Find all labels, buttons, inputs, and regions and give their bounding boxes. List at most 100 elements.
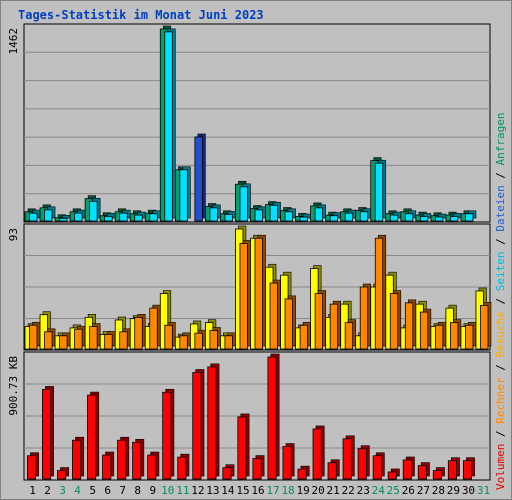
x-tick-label-25: 25 <box>387 484 400 497</box>
bar-dateien-day-24 <box>374 159 387 222</box>
bar-besuche-day-27 <box>419 308 432 350</box>
x-tick-label-30: 30 <box>462 484 475 497</box>
x-tick-label-29: 29 <box>447 484 460 497</box>
chart-legend: Volumen / Rechner / Besuche / Seiten / D… <box>494 112 507 490</box>
bar-besuche-day-4-face <box>74 328 83 350</box>
bar-besuche-day-12 <box>194 329 206 350</box>
bar-dateien-day-12 <box>194 133 206 222</box>
legend-part-10: Anfragen <box>494 112 507 165</box>
bar-kb-day-24-face <box>372 455 382 480</box>
bar-kb-day-9 <box>147 451 160 480</box>
x-tick-label-8: 8 <box>134 484 141 497</box>
bar-kb-day-6 <box>102 451 115 480</box>
bar-besuche-day-5-face <box>89 326 98 350</box>
bar-kb-day-14-face <box>222 467 232 480</box>
legend-part-1: / <box>494 424 507 444</box>
bar-besuche-day-13-face <box>209 330 218 350</box>
bar-besuche-day-16 <box>254 234 266 350</box>
bar-kb-day-3 <box>57 467 70 480</box>
bar-besuche-day-5 <box>89 323 101 350</box>
bar-dateien-day-25-face <box>389 214 399 222</box>
bar-dateien-day-7-face <box>119 212 128 222</box>
bar-besuche-day-7-face <box>119 331 128 350</box>
legend-part-7: / <box>494 232 507 252</box>
bar-besuche-day-10 <box>164 321 176 350</box>
x-tick-label-20: 20 <box>312 484 325 497</box>
x-tick-label-2: 2 <box>44 484 51 497</box>
bar-dateien-day-6-face <box>104 216 113 222</box>
legend-part-9: / <box>494 165 507 185</box>
legend-part-5: / <box>494 291 507 311</box>
bar-besuche-day-29-face <box>450 322 459 350</box>
panel-2: 93 <box>7 223 492 351</box>
bar-dateien-day-4-face <box>74 212 83 222</box>
bar-besuche-day-11-face <box>179 335 188 350</box>
bar-dateien-day-13 <box>209 204 221 222</box>
x-tick-label-23: 23 <box>357 484 370 497</box>
bar-besuche-day-29 <box>450 319 462 350</box>
bar-dateien-day-18 <box>284 208 296 222</box>
x-tick-label-16: 16 <box>251 484 264 497</box>
bar-kb-day-3-face <box>57 470 67 480</box>
bar-dateien-day-9-face <box>149 213 158 222</box>
x-tick-label-7: 7 <box>119 484 126 497</box>
x-axis: 1 2 3 4 5 6 7 8 9 10 11 12 13 14 15 16 17 18 19 20 21 22 23 24 2… <box>29 484 490 497</box>
bar-besuche-day-8-face <box>134 316 143 350</box>
x-tick-label-24: 24 <box>372 484 386 497</box>
bar-besuche-day-26 <box>404 299 417 350</box>
bar-dateien-day-20-face <box>314 207 324 222</box>
bar-kb-day-17-face <box>267 356 277 480</box>
x-tick-label-31: 31 <box>477 484 490 497</box>
bar-dateien-day-21-face <box>329 215 339 222</box>
bar-dateien-day-15 <box>239 183 251 222</box>
bar-besuche-day-24 <box>374 234 387 350</box>
bar-kb-day-5-face <box>87 394 97 480</box>
bar-dateien-day-30 <box>465 210 477 222</box>
bar-seiten-day-10 <box>159 290 172 350</box>
bar-dateien-day-16-face <box>254 209 263 222</box>
bar-kb-day-2-face <box>42 389 52 480</box>
bar-besuche-day-15-face <box>239 243 248 350</box>
bar-dateien-day-3-face <box>59 217 68 222</box>
bar-besuche-day-6-face <box>104 334 113 350</box>
bar-dateien-day-23-face <box>359 211 369 222</box>
bar-dateien-day-26 <box>404 210 417 222</box>
bar-dateien-day-2-face <box>44 209 53 222</box>
bar-kb-day-10-face <box>162 391 172 480</box>
bar-kb-day-29 <box>447 457 460 480</box>
panel-1-frame <box>23 23 491 223</box>
bar-besuche-day-22 <box>344 319 357 350</box>
bar-dateien-day-18-face <box>284 211 293 222</box>
bar-dateien-day-30-face <box>465 213 474 222</box>
bar-kb-day-18-face <box>282 446 292 480</box>
x-tick-label-17: 17 <box>266 484 279 497</box>
bar-kb-day-1 <box>26 452 39 480</box>
bar-besuche-day-1-face <box>29 324 38 350</box>
bar-besuche-day-12-face <box>194 332 203 350</box>
bar-dateien-day-26-face <box>404 213 414 222</box>
x-tick-label-5: 5 <box>89 484 96 497</box>
bar-kb-day-27-face <box>417 465 427 480</box>
bar-kb-day-23-face <box>357 448 367 480</box>
legend-part-8: Dateien <box>494 185 507 231</box>
bar-dateien-day-29-face <box>450 216 459 222</box>
bar-kb-day-2 <box>42 386 54 480</box>
legend-part-4: Besuche <box>494 311 507 357</box>
bar-kb-day-12-face <box>192 372 202 480</box>
bar-dateien-day-5-face <box>89 200 98 222</box>
x-tick-label-14: 14 <box>221 484 235 497</box>
bar-dateien-day-27-face <box>419 216 429 222</box>
bar-besuche-day-23-face <box>359 286 369 350</box>
bar-besuche-day-18-face <box>284 298 293 350</box>
bar-kb-day-23 <box>357 445 370 480</box>
bar-kb-day-15 <box>237 413 250 480</box>
x-tick-label-15: 15 <box>236 484 249 497</box>
x-tick-label-10: 10 <box>161 484 174 497</box>
bar-kb-day-30 <box>462 457 475 480</box>
bar-kb-day-10 <box>162 388 175 480</box>
bar-kb-day-21 <box>327 459 340 480</box>
bar-kb-day-20 <box>312 425 325 480</box>
bar-kb-day-9-face <box>147 454 157 480</box>
bar-kb-day-8 <box>132 439 145 480</box>
